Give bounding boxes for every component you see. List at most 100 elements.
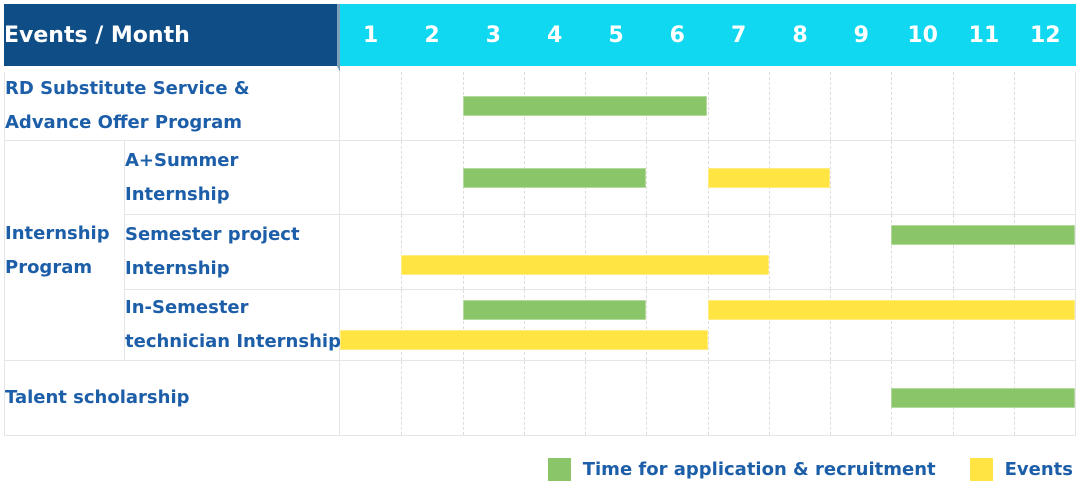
month-gridline [401, 215, 403, 289]
gantt-bar-green [462, 96, 708, 116]
month-gridline [401, 72, 403, 140]
gantt-bar-green [462, 300, 647, 320]
month-gridline [585, 361, 586, 435]
legend-swatch-yellow [969, 458, 993, 481]
month-header-3: 3 [462, 4, 524, 72]
month-header-10: 10 [891, 4, 954, 72]
row-label-line: RD Substitute Service & [5, 78, 250, 99]
month-gridline [1013, 290, 1015, 360]
month-gridline [768, 72, 770, 140]
month-gridline [646, 141, 648, 214]
month-gridline [523, 361, 525, 435]
row-label-rd-substitute: RD Substitute Service & Advance Offer Pr… [4, 72, 341, 141]
chart-area-talent-scholarship [340, 361, 1076, 436]
table-row: Talent scholarship [4, 361, 1076, 436]
group-label-line: Program [5, 256, 93, 278]
month-header-5: 5 [585, 4, 647, 72]
legend: Time for application & recruitment Event… [547, 458, 1073, 481]
gantt-bar-yellow [401, 255, 769, 275]
month-gridline [585, 290, 586, 360]
month-gridline [891, 141, 893, 214]
header-row: Events / Month 1 2 3 4 5 6 7 8 9 10 11 1… [4, 4, 1076, 72]
month-gridline [585, 215, 586, 289]
row-label-in-semester-technician: In-Semester technician Internship [125, 290, 341, 361]
chart-area-in-semester-technician [340, 290, 1076, 361]
month-header-6: 6 [646, 4, 708, 72]
row-label-line: Advance Offer Program [5, 112, 242, 133]
row-label-line: Talent scholarship [5, 387, 190, 408]
month-gridline [707, 290, 709, 360]
month-gridline [646, 215, 648, 289]
month-header-7: 7 [707, 4, 770, 72]
chart-area-a-plus-summer [340, 141, 1076, 215]
month-gridline [707, 215, 709, 289]
month-gridline [830, 72, 831, 140]
month-header-4: 4 [524, 4, 586, 72]
group-label-internship-program: Internship Program [4, 141, 125, 361]
month-gridline [891, 215, 893, 289]
month-gridline [830, 215, 831, 289]
month-gridline [523, 215, 525, 289]
month-gridline [891, 72, 893, 140]
table-row: Internship Program A+Summer Internship [4, 141, 1076, 361]
chart-area-rd-substitute [340, 72, 1076, 141]
month-gridline [952, 72, 954, 140]
month-header-11: 11 [953, 4, 1015, 72]
row-label-line: Semester project [125, 224, 300, 245]
table-row: RD Substitute Service & Advance Offer Pr… [4, 72, 1076, 141]
table-row: In-Semester technician Internship [4, 290, 1076, 361]
month-gridline [523, 290, 525, 360]
month-header-1: 1 [340, 4, 402, 72]
month-gridline [462, 361, 464, 435]
month-gridline [646, 290, 648, 360]
month-header-2: 2 [401, 4, 463, 72]
month-gridline [830, 290, 831, 360]
month-gridline [646, 361, 648, 435]
month-gridline [401, 361, 403, 435]
row-label-line: technician Internship [125, 331, 341, 352]
gantt-bar-yellow [340, 330, 708, 350]
month-header-8: 8 [769, 4, 831, 72]
month-gridline [891, 290, 893, 360]
month-gridline [952, 290, 954, 360]
gantt-bar-green [462, 167, 647, 188]
month-gridline [462, 215, 464, 289]
row-label-a-plus-summer: A+Summer Internship [125, 141, 341, 215]
month-gridline [768, 290, 770, 360]
legend-swatch-green [547, 458, 571, 481]
month-gridline [401, 290, 403, 360]
month-gridline [1013, 215, 1015, 289]
month-gridline [1013, 141, 1015, 214]
table-title: Events / Month [4, 4, 341, 72]
gantt-bar-green [891, 388, 1075, 408]
month-gridline [952, 215, 954, 289]
month-gridline [830, 141, 831, 214]
row-label-line: Internship [125, 258, 230, 279]
row-label-line: A+Summer [125, 149, 239, 171]
month-header-9: 9 [830, 4, 892, 72]
group-label-line: Internship [5, 222, 110, 244]
gantt-bar-green [891, 225, 1075, 245]
table-row: Semester project Internship [4, 215, 1076, 290]
month-header-12: 12 [1014, 4, 1076, 72]
month-gridline [462, 290, 464, 360]
gantt-bar-yellow [707, 300, 1075, 320]
legend-label-events: Events [1004, 459, 1073, 480]
month-gridline [1013, 72, 1015, 140]
row-label-talent-scholarship: Talent scholarship [4, 361, 341, 436]
row-label-semester-project: Semester project Internship [125, 215, 341, 290]
month-gridline [401, 141, 403, 214]
row-label-line: In-Semester [125, 297, 249, 318]
month-gridline [830, 361, 831, 435]
row-label-line: Internship [125, 183, 230, 205]
month-gridline [952, 141, 954, 214]
legend-label-application-recruitment: Time for application & recruitment [582, 459, 936, 480]
chart-area-semester-project [340, 215, 1076, 290]
events-month-table: Events / Month 1 2 3 4 5 6 7 8 9 10 11 1… [4, 4, 1076, 436]
month-gridline [768, 215, 770, 289]
month-gridline [707, 72, 709, 140]
gantt-bar-yellow [707, 167, 830, 188]
month-gridline [707, 361, 709, 435]
month-gridline [768, 361, 770, 435]
